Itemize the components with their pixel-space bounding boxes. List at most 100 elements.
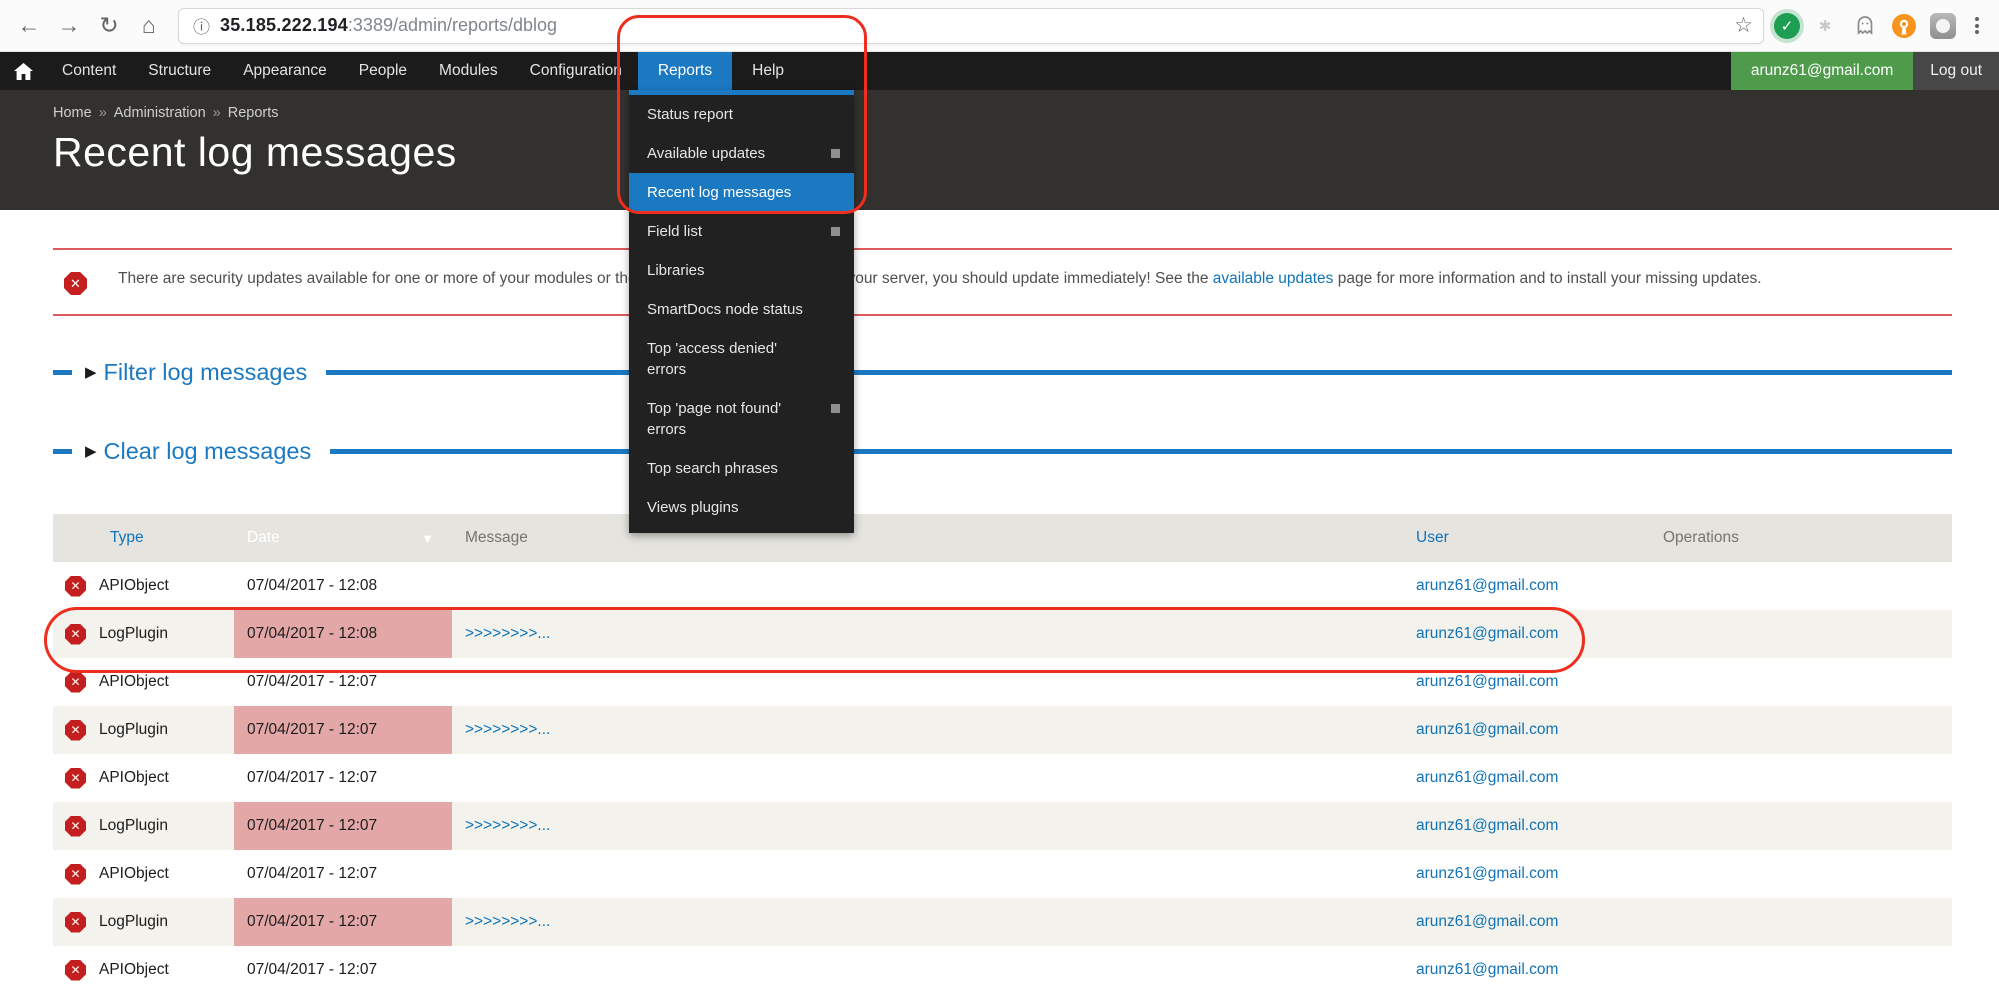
- admin-tab-help[interactable]: Help: [752, 62, 785, 79]
- cell-date: 07/04/2017 - 12:07: [247, 673, 378, 690]
- error-icon: ✕: [65, 767, 86, 789]
- log-message-link[interactable]: >>>>>>>>...: [465, 721, 551, 738]
- cell-user: arunz61@gmail.com: [1407, 610, 1650, 658]
- user-link[interactable]: arunz61@gmail.com: [1416, 769, 1559, 786]
- menu-item-top-search-phrases[interactable]: Top search phrases: [647, 460, 778, 477]
- collapsed-arrow-icon: ▶: [85, 364, 97, 381]
- menu-item-top-page-not-found-errors[interactable]: Top 'page not found' errors: [629, 389, 854, 449]
- column-header-user[interactable]: User: [1407, 514, 1650, 562]
- menu-item-smartdocs-node-status[interactable]: SmartDocs node status: [647, 301, 803, 318]
- menu-item-views-plugins[interactable]: Views plugins: [647, 499, 739, 516]
- cell-date: 07/04/2017 - 12:07: [234, 898, 452, 946]
- log-message-link[interactable]: >>>>>>>>...: [465, 625, 551, 642]
- log-message-link[interactable]: >>>>>>>>...: [465, 913, 551, 930]
- cell-operations: [1650, 946, 1952, 994]
- cell-message: [452, 850, 1407, 898]
- log-type-label: LogPlugin: [99, 721, 168, 738]
- admin-tab-reports[interactable]: Reports: [637, 52, 733, 90]
- page-info-icon[interactable]: ⓘ: [193, 18, 210, 37]
- error-icon: ✕: [65, 863, 86, 885]
- cell-type: ✕ LogPlugin: [53, 706, 234, 754]
- log-messages-table: Type Date ▼ Message User Operations ✕ APIO…: [53, 514, 1952, 994]
- column-header-date[interactable]: Date ▼: [234, 514, 452, 562]
- error-icon: ✕: [65, 575, 86, 597]
- cell-type: ✕ APIObject: [53, 562, 234, 610]
- admin-item-content[interactable]: Content: [62, 62, 117, 79]
- fieldset-rule: [330, 448, 1952, 454]
- log-message-link[interactable]: >>>>>>>>...: [465, 817, 551, 834]
- user-link[interactable]: arunz61@gmail.com: [1416, 865, 1559, 882]
- date-sort-link[interactable]: Date: [247, 529, 280, 546]
- browser-menu-icon[interactable]: [1969, 15, 1985, 37]
- back-icon[interactable]: ←: [17, 11, 41, 38]
- admin-item-appearance[interactable]: Appearance: [243, 62, 327, 79]
- cell-message: [452, 658, 1407, 706]
- ghost-extension-icon[interactable]: [1852, 13, 1878, 39]
- cell-user: arunz61@gmail.com: [1407, 802, 1650, 850]
- gray-extension-icon[interactable]: [1930, 12, 1956, 39]
- logout-button[interactable]: Log out: [1913, 52, 1999, 90]
- cell-operations: [1650, 898, 1952, 946]
- type-sort-link[interactable]: Type: [110, 529, 144, 546]
- user-link[interactable]: arunz61@gmail.com: [1416, 625, 1559, 642]
- logged-in-user[interactable]: arunz61@gmail.com: [1730, 52, 1914, 90]
- disabled-extension-icon[interactable]: ✱: [1818, 17, 1834, 35]
- cell-date: 07/04/2017 - 12:08: [247, 577, 378, 594]
- menu-item-recent-log-messages[interactable]: Recent log messages: [629, 173, 854, 212]
- cell-message: [452, 562, 1407, 610]
- admin-item-configuration[interactable]: Configuration: [529, 62, 622, 79]
- breadcrumb-link-home[interactable]: Home: [53, 105, 92, 121]
- user-link[interactable]: arunz61@gmail.com: [1416, 721, 1559, 738]
- main-content: ✕ There are security updates available f…: [0, 248, 1999, 994]
- filter-log-messages-link[interactable]: Filter log messages: [103, 358, 308, 385]
- collapsed-arrow-icon: ▶: [85, 443, 97, 460]
- error-icon: ✕: [65, 911, 86, 933]
- browser-toolbar: ← → ↻ ⌂ ⓘ 35.185.222.194:3389/admin/repo…: [0, 0, 1999, 52]
- menu-item-libraries[interactable]: Libraries: [647, 262, 705, 279]
- cell-user: arunz61@gmail.com: [1407, 850, 1650, 898]
- user-link[interactable]: arunz61@gmail.com: [1416, 817, 1559, 834]
- admin-item-people[interactable]: People: [358, 62, 408, 79]
- openvpn-icon[interactable]: [1891, 13, 1917, 39]
- clear-log-messages-link[interactable]: Clear log messages: [103, 437, 312, 464]
- log-row: ✕ APIObject 07/04/2017 - 12:08 arunz61@gmai…: [53, 562, 1952, 610]
- bookmark-star-icon[interactable]: ☆: [1734, 14, 1753, 37]
- menu-item-field-list[interactable]: Field list: [629, 212, 854, 251]
- user-sort-link[interactable]: User: [1416, 529, 1449, 546]
- available-updates-link[interactable]: available updates: [1212, 270, 1334, 287]
- breadcrumb-link-administration[interactable]: Administration: [113, 105, 206, 121]
- breadcrumb-link-reports[interactable]: Reports: [227, 105, 279, 121]
- cell-user: arunz61@gmail.com: [1407, 706, 1650, 754]
- reload-icon[interactable]: ↻: [99, 11, 119, 38]
- column-header-operations: Operations: [1650, 514, 1952, 562]
- cell-operations: [1650, 802, 1952, 850]
- menu-item-top-access-denied-errors[interactable]: Top 'access denied' errors: [647, 340, 777, 378]
- user-link[interactable]: arunz61@gmail.com: [1416, 913, 1559, 930]
- user-link[interactable]: arunz61@gmail.com: [1416, 577, 1559, 594]
- menu-item-status-report[interactable]: Status report: [647, 106, 733, 123]
- user-link[interactable]: arunz61@gmail.com: [1416, 961, 1559, 978]
- home-icon[interactable]: ⌂: [142, 11, 156, 38]
- log-type-label: APIObject: [99, 961, 169, 978]
- cell-date: 07/04/2017 - 12:07: [247, 865, 378, 882]
- cell-type: ✕ APIObject: [53, 850, 234, 898]
- admin-item-modules[interactable]: Modules: [439, 62, 498, 79]
- user-link[interactable]: arunz61@gmail.com: [1416, 673, 1559, 690]
- extension-tray: ✓ ✱: [1774, 12, 1989, 39]
- column-header-type[interactable]: Type: [53, 514, 234, 562]
- cell-message: [452, 754, 1407, 802]
- forward-icon[interactable]: →: [57, 11, 81, 38]
- cell-user: arunz61@gmail.com: [1407, 658, 1650, 706]
- admin-home-icon[interactable]: [0, 52, 46, 90]
- admin-item-structure[interactable]: Structure: [148, 62, 212, 79]
- log-row: ✕ LogPlugin 07/04/2017 - 12:07 >>>>>>>>... a…: [53, 706, 1952, 754]
- menu-item-available-updates[interactable]: Available updates: [629, 134, 854, 173]
- url-bar[interactable]: ⓘ 35.185.222.194:3389/admin/reports/dblo…: [178, 7, 1764, 44]
- log-row: ✕ APIObject 07/04/2017 - 12:07 arunz61@gmai…: [53, 946, 1952, 994]
- cell-user: arunz61@gmail.com: [1407, 562, 1650, 610]
- cell-type: ✕ LogPlugin: [53, 802, 234, 850]
- cell-operations: [1650, 754, 1952, 802]
- error-icon: ✕: [65, 719, 86, 741]
- adblock-check-icon[interactable]: ✓: [1774, 12, 1800, 39]
- breadcrumb: Home » Administration » Reports: [53, 105, 1999, 121]
